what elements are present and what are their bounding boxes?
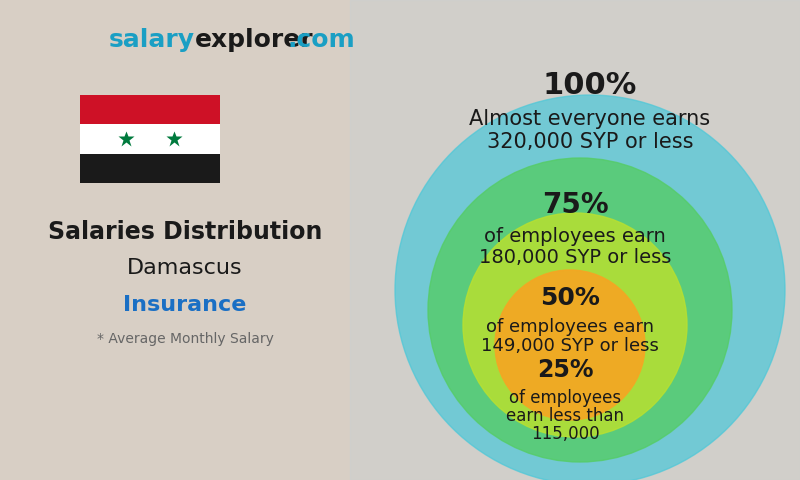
Bar [350,0,800,480]
Text: 149,000 SYP or less: 149,000 SYP or less [481,337,659,355]
Text: salary: salary [109,28,195,52]
Bar [80,154,220,183]
Text: 320,000 SYP or less: 320,000 SYP or less [486,132,694,152]
Bar [80,95,220,124]
Text: Almost everyone earns: Almost everyone earns [470,109,710,129]
Text: 75%: 75% [542,191,608,219]
Text: earn less than: earn less than [506,407,624,425]
Text: 25%: 25% [537,358,594,382]
Circle shape [395,95,785,480]
Text: Salaries Distribution: Salaries Distribution [48,220,322,244]
Text: 50%: 50% [540,286,600,310]
Text: .com: .com [287,28,354,52]
Text: Damascus: Damascus [127,258,243,278]
Circle shape [428,158,732,462]
Text: of employees earn: of employees earn [486,318,654,336]
Text: * Average Monthly Salary: * Average Monthly Salary [97,332,274,346]
Bar [80,124,220,154]
Text: of employees: of employees [509,389,621,407]
Text: Insurance: Insurance [123,295,246,315]
Circle shape [463,213,687,437]
Circle shape [495,270,645,420]
Text: of employees earn: of employees earn [484,227,666,246]
Text: 115,000: 115,000 [530,425,599,443]
Text: 180,000 SYP or less: 180,000 SYP or less [479,248,671,267]
Text: explorer: explorer [195,28,314,52]
Text: 100%: 100% [543,71,637,99]
